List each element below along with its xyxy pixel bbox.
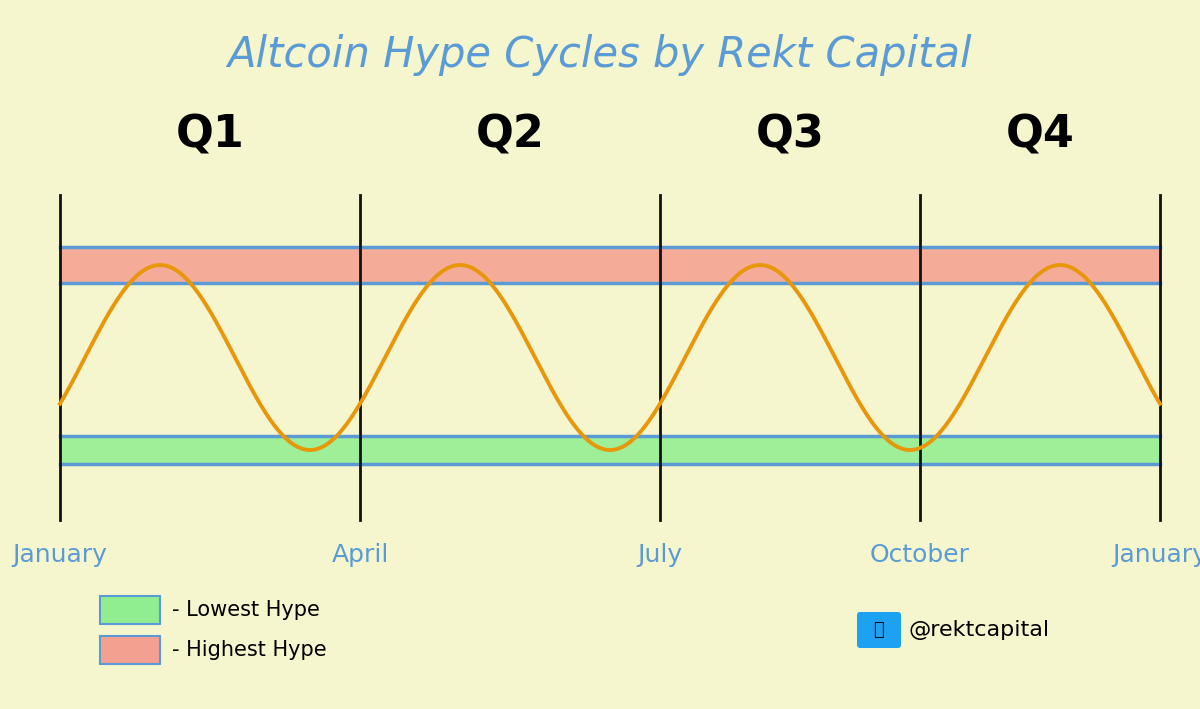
Text: - Highest Hype: - Highest Hype — [172, 640, 326, 660]
Text: 🐦: 🐦 — [874, 621, 884, 639]
Bar — [60, 436, 1160, 464]
Text: Q3: Q3 — [756, 113, 824, 157]
Text: January: January — [1112, 543, 1200, 567]
Bar — [60, 247, 1160, 283]
Text: April: April — [331, 543, 389, 567]
Text: October: October — [870, 543, 970, 567]
Text: July: July — [637, 543, 683, 567]
Bar — [100, 596, 160, 624]
Text: @rektcapital: @rektcapital — [908, 620, 1049, 640]
Text: Q1: Q1 — [175, 113, 245, 157]
Text: January: January — [12, 543, 108, 567]
Bar — [100, 636, 160, 664]
Text: Q4: Q4 — [1006, 113, 1074, 157]
FancyBboxPatch shape — [857, 612, 901, 648]
Text: Altcoin Hype Cycles by Rekt Capital: Altcoin Hype Cycles by Rekt Capital — [228, 34, 972, 76]
Text: Q2: Q2 — [475, 113, 545, 157]
Text: - Lowest Hype: - Lowest Hype — [172, 600, 320, 620]
